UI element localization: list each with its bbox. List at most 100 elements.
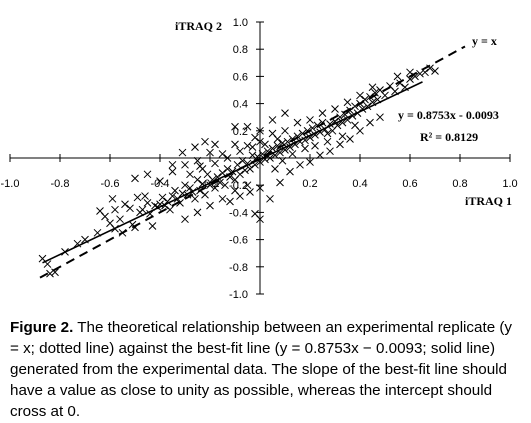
data-point bbox=[261, 155, 269, 164]
data-point bbox=[296, 160, 304, 169]
data-point bbox=[181, 215, 189, 224]
y-tick-label: -0.8 bbox=[229, 262, 248, 274]
data-point bbox=[233, 160, 242, 169]
x-tick-label: 0.2 bbox=[302, 178, 317, 190]
data-point bbox=[318, 118, 327, 127]
data-point bbox=[331, 117, 339, 126]
data-point bbox=[301, 144, 309, 153]
data-point bbox=[273, 141, 282, 150]
data-point bbox=[251, 160, 259, 169]
data-point bbox=[161, 201, 169, 210]
data-point bbox=[336, 140, 344, 149]
data-point bbox=[348, 111, 357, 120]
data-point bbox=[236, 147, 244, 156]
data-point bbox=[358, 105, 367, 113]
data-point bbox=[191, 143, 199, 151]
data-point bbox=[381, 91, 389, 100]
data-point bbox=[121, 200, 129, 209]
data-point bbox=[246, 188, 254, 196]
data-point bbox=[271, 165, 279, 173]
data-point bbox=[118, 228, 127, 237]
data-point bbox=[178, 189, 187, 198]
data-point bbox=[183, 190, 192, 199]
data-point bbox=[416, 69, 424, 78]
data-point bbox=[43, 260, 52, 268]
data-point bbox=[316, 151, 324, 160]
data-point bbox=[176, 199, 184, 207]
data-point bbox=[341, 110, 349, 119]
r-squared-label: R² = 0.8129 bbox=[420, 130, 478, 144]
data-point bbox=[331, 105, 339, 113]
data-point bbox=[226, 197, 234, 206]
data-point bbox=[363, 102, 372, 111]
data-point bbox=[93, 228, 102, 237]
data-point bbox=[181, 181, 189, 190]
data-point bbox=[168, 167, 177, 176]
data-point bbox=[298, 129, 307, 138]
data-point bbox=[251, 209, 259, 218]
data-point bbox=[246, 165, 254, 173]
data-point bbox=[288, 150, 297, 158]
data-point bbox=[286, 143, 294, 151]
data-point bbox=[281, 126, 289, 135]
data-point bbox=[61, 247, 69, 256]
data-point bbox=[258, 150, 267, 158]
data-point bbox=[198, 179, 207, 188]
data-point bbox=[306, 133, 314, 142]
data-point bbox=[256, 184, 264, 192]
data-point bbox=[346, 106, 354, 115]
data-point bbox=[138, 205, 147, 214]
x-tick-label: -0.8 bbox=[51, 178, 70, 190]
data-point bbox=[261, 140, 269, 149]
x-tick-label: 0.6 bbox=[402, 178, 417, 190]
data-point bbox=[361, 95, 369, 104]
data-point bbox=[356, 99, 364, 108]
data-point bbox=[366, 118, 374, 127]
data-point bbox=[316, 128, 324, 137]
x-tick-label: 0.4 bbox=[352, 178, 367, 190]
data-point bbox=[308, 124, 317, 132]
data-point bbox=[108, 194, 117, 203]
y-tick-label: -1.0 bbox=[229, 289, 248, 301]
figure-caption: Figure 2. The theoretical relationship b… bbox=[10, 317, 524, 422]
data-point bbox=[288, 135, 297, 143]
data-point bbox=[186, 170, 194, 179]
data-point bbox=[373, 95, 382, 104]
data-point bbox=[101, 212, 109, 221]
data-point bbox=[406, 75, 414, 83]
data-point bbox=[193, 208, 202, 217]
data-point bbox=[196, 186, 204, 195]
data-point bbox=[356, 91, 364, 100]
data-point bbox=[248, 143, 257, 151]
data-point bbox=[293, 132, 302, 141]
y-tick-label: 1.0 bbox=[233, 17, 248, 29]
data-point bbox=[278, 139, 287, 147]
data-point bbox=[376, 113, 384, 122]
data-point bbox=[301, 136, 309, 145]
data-point bbox=[51, 268, 59, 277]
y-tick-label: 0.4 bbox=[233, 99, 248, 111]
data-point bbox=[311, 131, 319, 139]
data-point bbox=[283, 137, 292, 146]
data-point bbox=[146, 209, 154, 218]
data-point bbox=[156, 177, 164, 185]
y-axis-label: iTRAQ 2 bbox=[175, 19, 222, 33]
data-point bbox=[426, 64, 434, 73]
data-point bbox=[168, 160, 177, 169]
data-point bbox=[208, 175, 217, 184]
data-point bbox=[248, 151, 257, 160]
data-point bbox=[206, 148, 214, 157]
data-point bbox=[353, 109, 362, 117]
y-tick-label: 0.6 bbox=[233, 71, 248, 83]
data-point bbox=[223, 154, 232, 162]
data-point bbox=[191, 194, 199, 203]
data-point bbox=[293, 118, 302, 127]
tick-labels: -1.0 -0.8 -0.6 -0.4 -0.2 0.2 0.4 0.6 0.8 1.0 -1.0 -… bbox=[1, 17, 518, 301]
data-point bbox=[256, 158, 264, 166]
data-point bbox=[273, 135, 282, 143]
data-point bbox=[238, 156, 247, 165]
data-point bbox=[116, 215, 124, 224]
data-point bbox=[211, 159, 219, 168]
y-tick-label: 0.8 bbox=[233, 44, 248, 56]
